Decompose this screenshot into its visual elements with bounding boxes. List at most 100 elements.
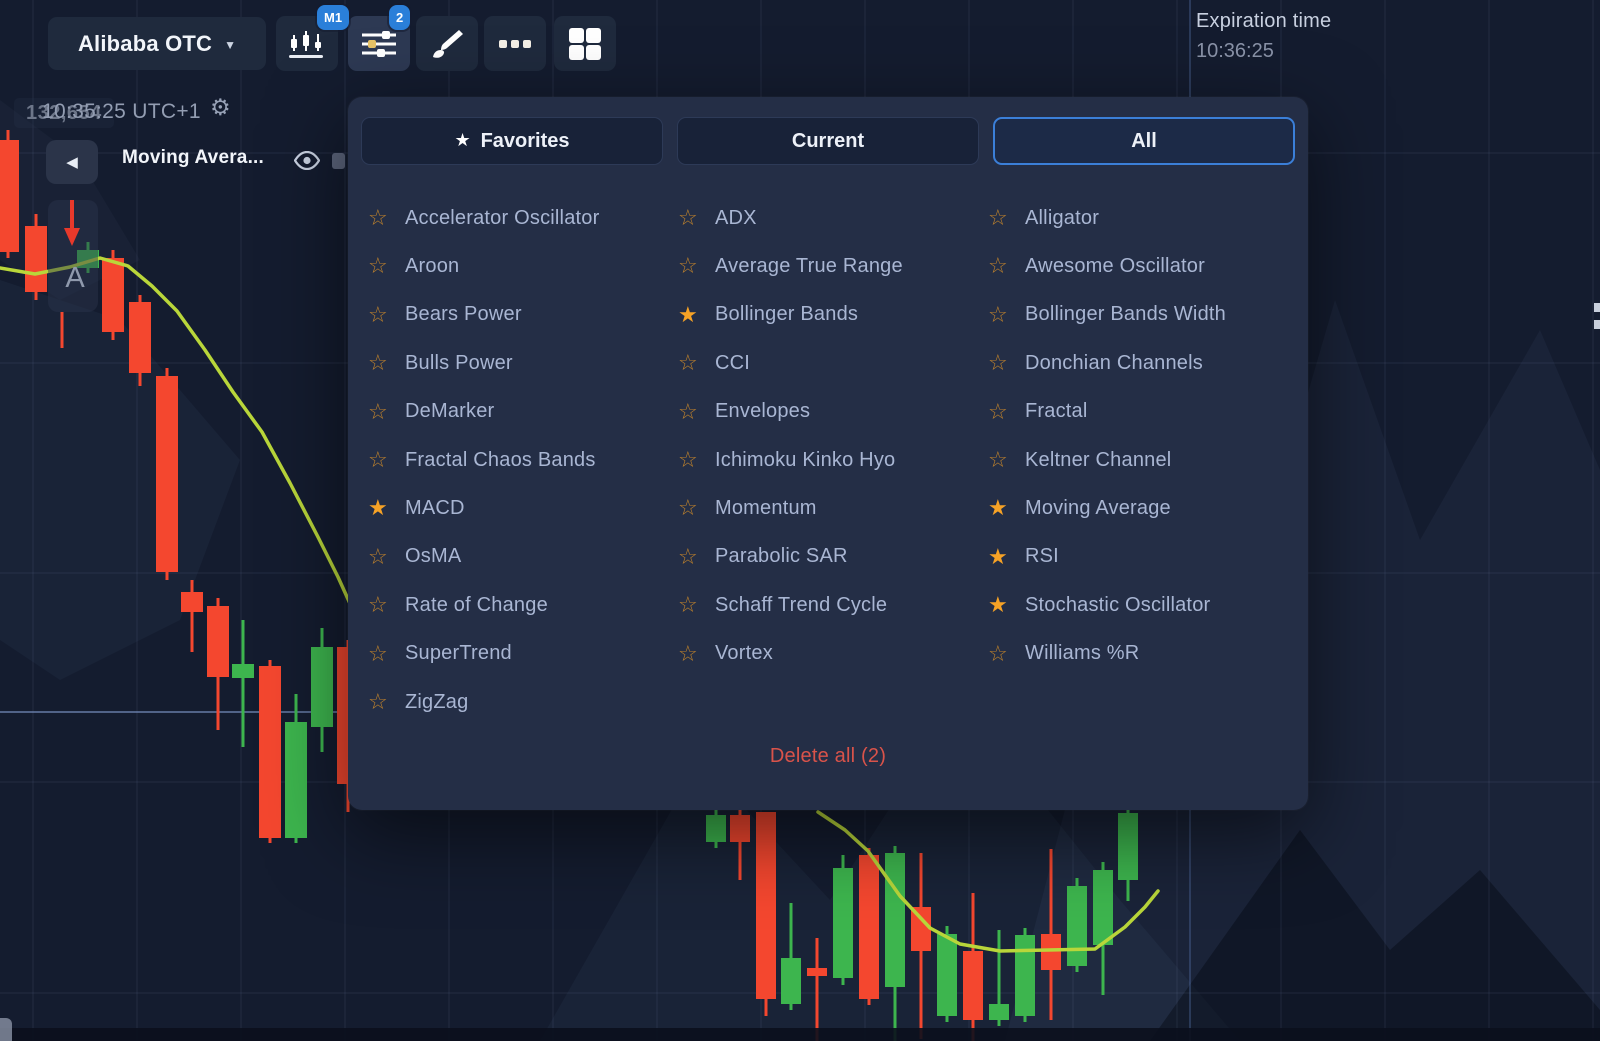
visibility-eye-icon[interactable]: [293, 150, 321, 175]
indicator-item[interactable]: ☆ Fractal: [988, 390, 1288, 434]
indicator-item[interactable]: ☆ Average True Range: [678, 244, 978, 288]
favorite-star-icon[interactable]: ☆: [368, 205, 388, 230]
favorite-star-icon[interactable]: ☆: [368, 592, 388, 618]
current-price-chip: 132,654: [14, 98, 114, 128]
indicator-item[interactable]: ☆ Alligator: [988, 196, 1288, 240]
layout-grid-icon: [569, 27, 601, 60]
indicators-button[interactable]: [348, 16, 410, 71]
layout-grid-button[interactable]: [554, 16, 616, 71]
indicator-item[interactable]: ☆ Bulls Power: [368, 341, 668, 385]
tab-label: Current: [791, 129, 865, 152]
indicator-item[interactable]: ☆ Donchian Channels: [988, 341, 1288, 385]
indicator-item[interactable]: ☆ CCI: [678, 341, 978, 385]
drawing-tools-button[interactable]: [416, 16, 478, 71]
indicator-name: Bulls Power: [405, 351, 513, 374]
favorite-star-icon[interactable]: ☆: [678, 205, 698, 230]
indicator-item[interactable]: ☆ Fractal Chaos Bands: [368, 438, 668, 482]
timeframe-badge[interactable]: M1: [317, 5, 350, 30]
indicator-item[interactable]: ☆ Accelerator Oscillator: [368, 196, 668, 240]
favorite-star-icon[interactable]: ☆: [368, 350, 388, 376]
indicator-name: Vortex: [715, 642, 773, 665]
indicator-item[interactable]: ☆ Momentum: [678, 486, 978, 530]
indicator-item[interactable]: ☆ SuperTrend: [368, 632, 668, 676]
indicator-item[interactable]: ☆ DeMarker: [368, 390, 668, 434]
indicator-item[interactable]: ☆ ADX: [678, 196, 978, 240]
favorite-star-icon[interactable]: ★: [678, 301, 698, 327]
delete-all-button[interactable]: Delete all (2): [769, 745, 887, 767]
indicator-name: Envelopes: [715, 400, 811, 423]
indicator-item[interactable]: ☆ Bears Power: [368, 293, 668, 337]
more-options-button[interactable]: [484, 16, 546, 71]
asset-selector-button[interactable]: Alibaba OTC ▼: [48, 17, 266, 70]
indicator-name: Schaff Trend Cycle: [715, 593, 888, 616]
top-toolbar: Alibaba OTC ▼ M1: [0, 0, 1600, 90]
favorite-star-icon[interactable]: ☆: [678, 350, 698, 376]
tab-all[interactable]: All: [993, 117, 1295, 165]
indicator-name: Stochastic Oscillator: [1025, 593, 1211, 616]
favorite-star-icon[interactable]: ☆: [368, 253, 388, 279]
favorite-star-icon[interactable]: ★: [988, 592, 1008, 618]
tab-current[interactable]: Current: [677, 117, 979, 165]
favorite-star-icon[interactable]: ☆: [678, 640, 698, 666]
indicator-item[interactable]: ☆ Awesome Oscillator: [988, 244, 1288, 288]
chart-type-button[interactable]: [276, 16, 338, 71]
indicator-name: Williams %R: [1025, 642, 1140, 665]
indicator-item[interactable]: ☆ OsMA: [368, 535, 668, 579]
favorite-star-icon[interactable]: ☆: [368, 447, 388, 472]
indicator-item[interactable]: ★ MACD: [368, 486, 668, 530]
candlestick-chart-icon: [289, 30, 323, 58]
indicator-item[interactable]: ☆ Ichimoku Kinko Hyo: [678, 438, 978, 482]
indicator-item[interactable]: ☆ Aroon: [368, 244, 668, 288]
favorite-star-icon[interactable]: ☆: [368, 640, 388, 666]
indicator-item[interactable]: ☆ Envelopes: [678, 390, 978, 434]
favorite-star-icon[interactable]: ☆: [988, 398, 1008, 424]
favorite-star-icon[interactable]: ☆: [368, 398, 388, 424]
indicator-name: Rate of Change: [405, 593, 548, 616]
favorite-star-icon[interactable]: ☆: [988, 447, 1008, 472]
indicator-item[interactable]: ☆ Rate of Change: [368, 583, 668, 627]
clipped-edit-icon[interactable]: [332, 153, 345, 169]
indicator-item[interactable]: ★ Bollinger Bands: [678, 293, 978, 337]
indicator-item[interactable]: ☆ Williams %R: [988, 632, 1288, 676]
favorite-star-icon[interactable]: ☆: [988, 350, 1008, 376]
favorite-star-icon[interactable]: ☆: [988, 301, 1008, 327]
expiration-block: Expiration time 10:36:25: [1196, 10, 1331, 63]
indicator-name: Bears Power: [405, 303, 522, 326]
favorite-star-icon[interactable]: ☆: [678, 253, 698, 279]
favorite-star-icon[interactable]: ☆: [988, 253, 1008, 279]
indicator-item[interactable]: ★ Stochastic Oscillator: [988, 583, 1288, 627]
favorite-star-icon[interactable]: ☆: [368, 301, 388, 327]
indicator-item[interactable]: ☆ Vortex: [678, 632, 978, 676]
favorite-star-icon[interactable]: ☆: [678, 398, 698, 424]
sell-arrow-icon: [62, 196, 82, 253]
favorite-star-icon[interactable]: ☆: [678, 495, 698, 521]
indicator-item[interactable]: ★ Moving Average: [988, 486, 1288, 530]
indicator-name: Donchian Channels: [1025, 351, 1203, 374]
indicator-item[interactable]: ☆ ZigZag: [368, 680, 668, 724]
indicator-name: Bollinger Bands: [715, 303, 859, 326]
scrollbar-mark: [1594, 303, 1600, 312]
favorite-star-icon[interactable]: ☆: [368, 689, 388, 714]
favorite-star-icon[interactable]: ☆: [678, 447, 698, 472]
favorite-star-icon[interactable]: ☆: [988, 640, 1008, 666]
indicator-item[interactable]: ☆ Bollinger Bands Width: [988, 293, 1288, 337]
favorite-star-icon[interactable]: ☆: [678, 543, 698, 569]
favorite-star-icon[interactable]: ★: [988, 495, 1008, 521]
indicator-name: DeMarker: [405, 400, 495, 423]
tab-favorites[interactable]: ★ Favorites: [361, 117, 663, 165]
favorite-star-icon[interactable]: ☆: [368, 543, 388, 569]
favorite-star-icon[interactable]: ☆: [988, 205, 1008, 230]
favorite-star-icon[interactable]: ★: [368, 495, 388, 521]
indicator-item[interactable]: ☆ Keltner Channel: [988, 438, 1288, 482]
favorite-star-icon[interactable]: ☆: [678, 592, 698, 618]
indicator-name: Fractal: [1025, 400, 1088, 423]
indicator-name: Accelerator Oscillator: [405, 206, 600, 229]
settings-gear-icon[interactable]: ⚙: [210, 94, 231, 120]
favorite-star-icon[interactable]: ★: [988, 543, 1008, 569]
indicator-item[interactable]: ☆ Parabolic SAR: [678, 535, 978, 579]
indicator-item[interactable]: ☆ Schaff Trend Cycle: [678, 583, 978, 627]
collapse-back-button[interactable]: ◀: [46, 140, 98, 184]
indicator-item[interactable]: ★ RSI: [988, 535, 1288, 579]
active-indicators-badge[interactable]: 2: [389, 5, 411, 30]
active-indicator-label[interactable]: Moving Avera...: [122, 147, 265, 168]
